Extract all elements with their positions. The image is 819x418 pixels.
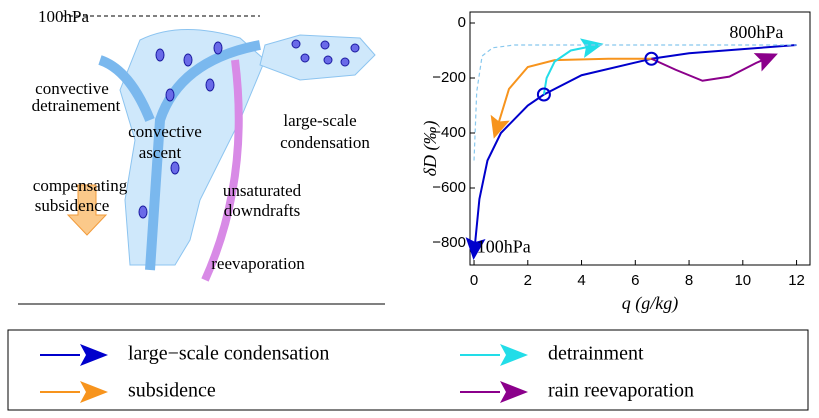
droplets <box>138 39 360 219</box>
marker <box>644 51 659 66</box>
label: compensating subsidence <box>33 176 128 215</box>
anvil <box>259 34 376 81</box>
x-tick-label: 4 <box>577 272 585 289</box>
legend-arrow <box>500 381 528 403</box>
subsidence-arrow <box>66 184 108 236</box>
legend-label: rain reevaporation <box>548 380 694 402</box>
series-line <box>494 57 652 134</box>
series-line <box>542 44 598 95</box>
x-axis-label: q (g/kg) <box>622 293 678 314</box>
label: unsaturated downdrafts <box>223 181 302 220</box>
legend-label: subsidence <box>128 380 216 402</box>
marker <box>536 87 551 102</box>
x-tick-label: 2 <box>524 272 532 289</box>
series-line <box>651 55 773 82</box>
legend-arrow <box>500 344 528 366</box>
label: convective detrainement <box>32 79 121 115</box>
legend-label: large−scale condensation <box>128 343 329 365</box>
x-tick-label: 0 <box>470 272 478 289</box>
x-tick-label: 6 <box>631 272 639 289</box>
diagram: 100hPa convective detrainement convective… <box>18 7 385 305</box>
ascent-arrow <box>145 40 261 271</box>
legend-label: detrainment <box>548 343 644 365</box>
legend-arrow <box>80 381 108 403</box>
legend-arrow <box>80 344 108 366</box>
arrowhead <box>465 237 486 260</box>
detrain-arrow <box>98 55 155 122</box>
annotation: 800hPa <box>729 22 783 42</box>
label: 100hPa <box>38 7 89 26</box>
y-axis-label: δD (‰) <box>420 121 441 177</box>
label: convective ascent <box>128 122 202 162</box>
label: reevaporation <box>211 254 305 273</box>
arrowhead <box>490 114 510 139</box>
arrowhead <box>579 38 604 59</box>
y-tick-label: −400 <box>432 124 466 141</box>
label: large-scale condensation <box>280 111 370 152</box>
series-line <box>473 44 797 255</box>
arrowhead <box>753 53 778 72</box>
y-tick-label: −800 <box>432 234 466 251</box>
legend-box <box>7 329 809 411</box>
x-tick-label: 12 <box>788 272 805 289</box>
axes: 0 2 4 6 8 10 12 0 −200 −400 −600 −800 q (g/kg) δD (‰)… <box>420 11 811 314</box>
y-tick-label: −600 <box>432 179 466 196</box>
y-tick-label: −200 <box>432 69 466 86</box>
x-tick-label: 8 <box>685 272 693 289</box>
downdraft-arrow <box>201 59 243 282</box>
x-tick-label: 10 <box>734 272 751 289</box>
y-tick-label: 0 <box>458 14 466 31</box>
plot-frame <box>469 11 811 266</box>
annotation: 100hPa <box>477 237 531 257</box>
